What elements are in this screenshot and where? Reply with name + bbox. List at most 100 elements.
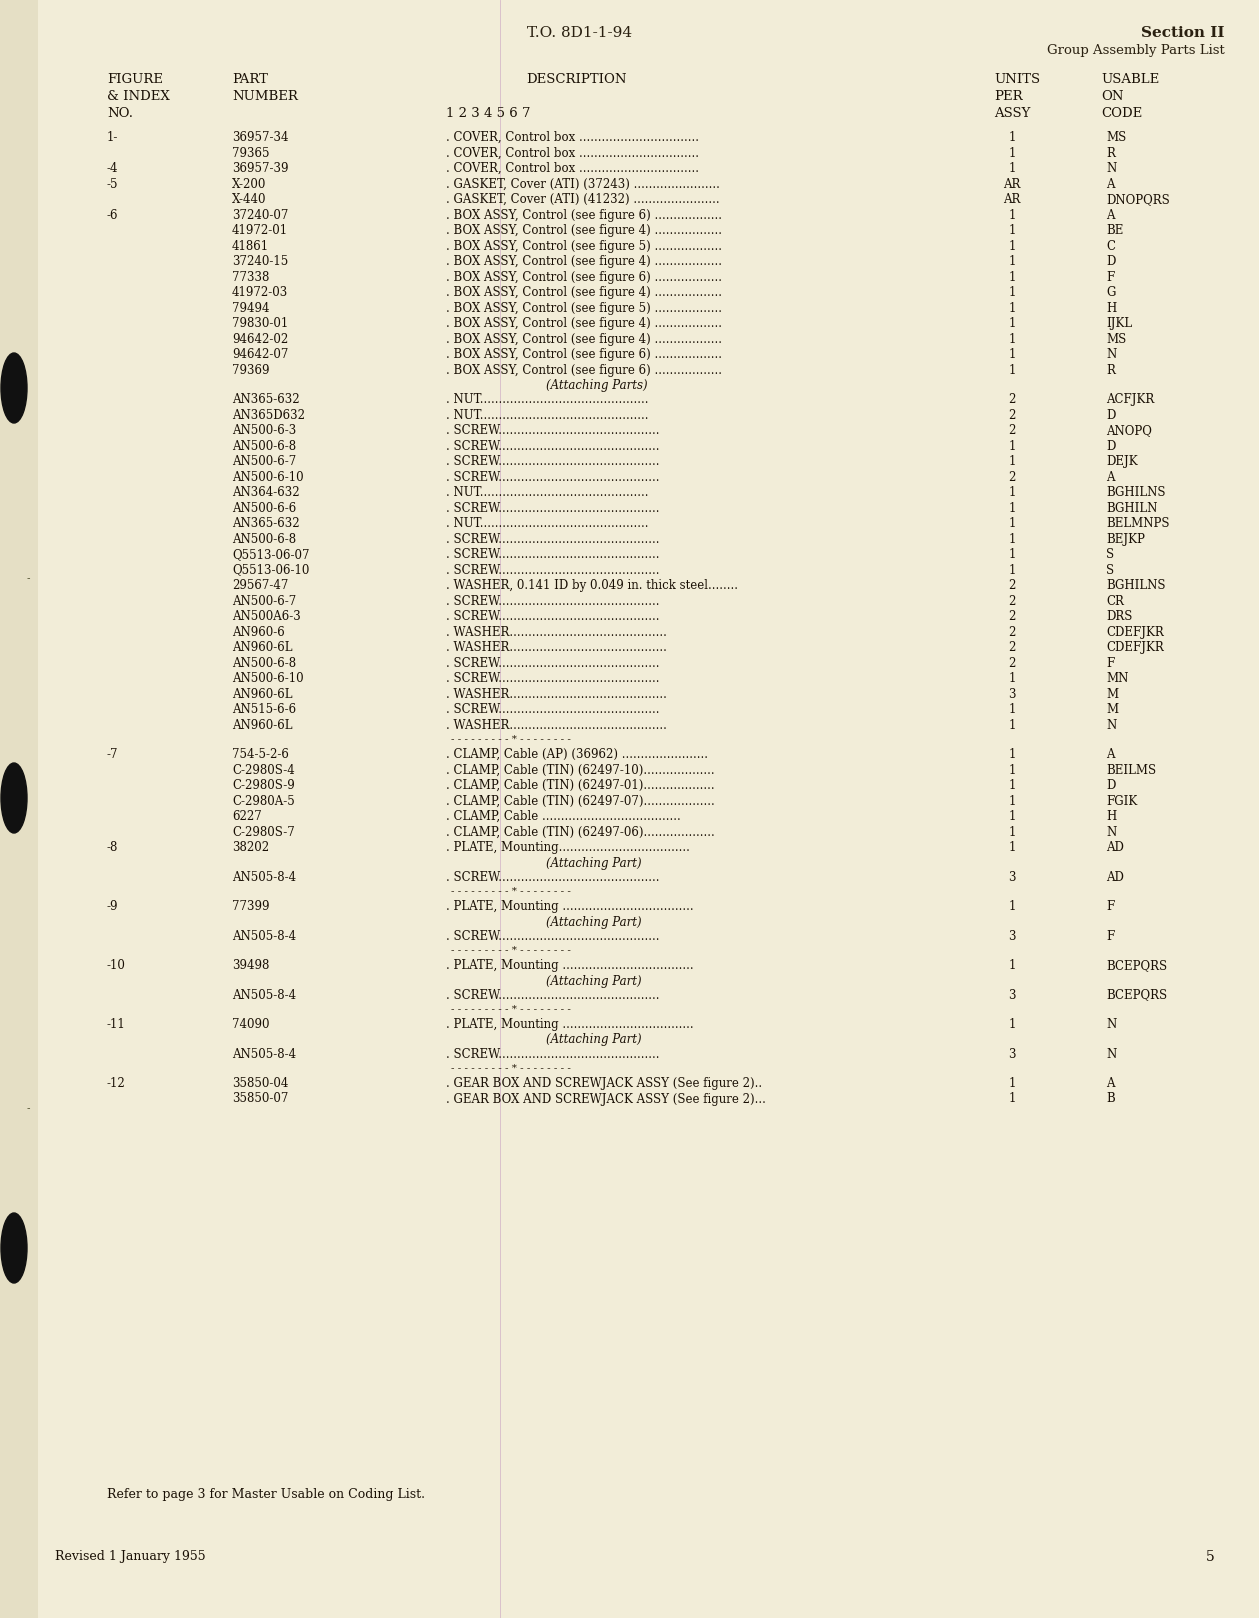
Text: AN500-6-7: AN500-6-7	[232, 594, 296, 607]
Text: . SCREW...........................................: . SCREW.................................…	[446, 424, 660, 437]
Text: -4: -4	[107, 162, 118, 175]
Text: DNOPQRS: DNOPQRS	[1105, 193, 1170, 205]
Text: N: N	[1105, 825, 1117, 838]
Text: BGHILNS: BGHILNS	[1105, 485, 1166, 498]
Text: 94642-07: 94642-07	[232, 348, 288, 361]
Ellipse shape	[1, 353, 26, 422]
Text: 79830-01: 79830-01	[232, 317, 288, 330]
Text: 1: 1	[1008, 718, 1016, 731]
Text: . SCREW...........................................: . SCREW.................................…	[446, 594, 660, 607]
Text: 1: 1	[1008, 485, 1016, 498]
Text: . WASHER..........................................: . WASHER................................…	[446, 641, 667, 654]
Text: . BOX ASSY, Control (see figure 4) ..................: . BOX ASSY, Control (see figure 4) .....…	[446, 286, 721, 299]
Text: N: N	[1105, 718, 1117, 731]
Text: . SCREW...........................................: . SCREW.................................…	[446, 440, 660, 453]
Text: S: S	[1105, 549, 1114, 561]
Text: 1: 1	[1008, 794, 1016, 807]
Text: 79494: 79494	[232, 301, 269, 314]
Text: -11: -11	[107, 1018, 126, 1031]
Text: -5: -5	[107, 178, 118, 191]
Text: 1: 1	[1008, 518, 1016, 531]
Text: . COVER, Control box ................................: . COVER, Control box ...................…	[446, 162, 699, 175]
Text: AN500-6-6: AN500-6-6	[232, 502, 296, 515]
Text: (Attaching Part): (Attaching Part)	[546, 974, 642, 987]
Text: R: R	[1105, 364, 1115, 377]
Text: . NUT.............................................: . NUT...................................…	[446, 408, 648, 422]
Text: AR: AR	[1003, 193, 1021, 205]
Text: 2: 2	[1008, 641, 1016, 654]
Text: AN500-6-10: AN500-6-10	[232, 671, 303, 684]
Text: IJKL: IJKL	[1105, 317, 1132, 330]
Text: F: F	[1105, 929, 1114, 943]
Text: AN364-632: AN364-632	[232, 485, 300, 498]
Text: MS: MS	[1105, 333, 1127, 346]
Text: F: F	[1105, 657, 1114, 670]
Text: AR: AR	[1003, 178, 1021, 191]
Text: CR: CR	[1105, 594, 1124, 607]
Text: . CLAMP, Cable (AP) (36962) .......................: . CLAMP, Cable (AP) (36962) ............…	[446, 748, 708, 760]
Text: Group Assembly Parts List: Group Assembly Parts List	[1047, 44, 1225, 57]
Text: BEILMS: BEILMS	[1105, 764, 1156, 777]
Text: 2: 2	[1008, 424, 1016, 437]
Text: 79369: 79369	[232, 364, 269, 377]
Text: AN500-6-8: AN500-6-8	[232, 532, 296, 545]
Text: . PLATE, Mounting...................................: . PLATE, Mounting.......................…	[446, 841, 690, 854]
Text: NUMBER: NUMBER	[232, 91, 298, 104]
Text: . GEAR BOX AND SCREWJACK ASSY (See figure 2)...: . GEAR BOX AND SCREWJACK ASSY (See figur…	[446, 1092, 765, 1105]
Text: - - - - - - - - - * - - - - - - - -: - - - - - - - - - * - - - - - - - -	[451, 947, 570, 955]
Text: 2: 2	[1008, 626, 1016, 639]
Text: ACFJKR: ACFJKR	[1105, 393, 1155, 406]
Text: X-440: X-440	[232, 193, 267, 205]
Text: . GASKET, Cover (ATI) (37243) .......................: . GASKET, Cover (ATI) (37243) ..........…	[446, 178, 720, 191]
Text: N: N	[1105, 348, 1117, 361]
Text: . SCREW...........................................: . SCREW.................................…	[446, 870, 660, 883]
Text: AN500-6-3: AN500-6-3	[232, 424, 296, 437]
Text: F: F	[1105, 270, 1114, 283]
Text: . WASHER, 0.141 ID by 0.049 in. thick steel........: . WASHER, 0.141 ID by 0.049 in. thick st…	[446, 579, 738, 592]
Text: 1: 1	[1008, 900, 1016, 913]
Text: 1: 1	[1008, 131, 1016, 144]
Text: BCEPQRS: BCEPQRS	[1105, 989, 1167, 1002]
Text: (Attaching Part): (Attaching Part)	[546, 916, 642, 929]
Text: 1: 1	[1008, 1092, 1016, 1105]
Text: 36957-39: 36957-39	[232, 162, 288, 175]
Text: 2: 2	[1008, 594, 1016, 607]
Text: . SCREW...........................................: . SCREW.................................…	[446, 702, 660, 717]
Text: 3: 3	[1008, 929, 1016, 943]
Text: 1: 1	[1008, 162, 1016, 175]
Text: 41972-03: 41972-03	[232, 286, 288, 299]
Text: A: A	[1105, 178, 1114, 191]
Text: . NUT.............................................: . NUT...................................…	[446, 518, 648, 531]
Text: . CLAMP, Cable (TIN) (62497-06)...................: . CLAMP, Cable (TIN) (62497-06).........…	[446, 825, 715, 838]
Text: Q5513-06-10: Q5513-06-10	[232, 563, 310, 576]
Text: AN960-6L: AN960-6L	[232, 718, 292, 731]
Text: BELMNPS: BELMNPS	[1105, 518, 1170, 531]
Text: . NUT.............................................: . NUT...................................…	[446, 393, 648, 406]
Ellipse shape	[1, 764, 26, 833]
Text: AN505-8-4: AN505-8-4	[232, 929, 296, 943]
Text: AN515-6-6: AN515-6-6	[232, 702, 296, 717]
Text: . SCREW...........................................: . SCREW.................................…	[446, 455, 660, 468]
Text: 41972-01: 41972-01	[232, 223, 288, 236]
Text: . SCREW...........................................: . SCREW.................................…	[446, 989, 660, 1002]
Text: 94642-02: 94642-02	[232, 333, 288, 346]
Text: . SCREW...........................................: . SCREW.................................…	[446, 657, 660, 670]
Text: H: H	[1105, 301, 1117, 314]
Text: 1: 1	[1008, 959, 1016, 972]
Text: DEJK: DEJK	[1105, 455, 1138, 468]
Text: 754-5-2-6: 754-5-2-6	[232, 748, 288, 760]
Text: AN960-6: AN960-6	[232, 626, 285, 639]
Text: . COVER, Control box ................................: . COVER, Control box ...................…	[446, 147, 699, 160]
Text: M: M	[1105, 702, 1118, 717]
Text: . BOX ASSY, Control (see figure 4) ..................: . BOX ASSY, Control (see figure 4) .....…	[446, 333, 721, 346]
Text: 38202: 38202	[232, 841, 269, 854]
Text: BCEPQRS: BCEPQRS	[1105, 959, 1167, 972]
Text: N: N	[1105, 162, 1117, 175]
Text: D: D	[1105, 778, 1115, 791]
Text: 1: 1	[1008, 301, 1016, 314]
Text: . PLATE, Mounting ...................................: . PLATE, Mounting ......................…	[446, 1018, 694, 1031]
Text: 1: 1	[1008, 317, 1016, 330]
Text: AN960-6L: AN960-6L	[232, 688, 292, 701]
Text: A: A	[1105, 748, 1114, 760]
Text: PER: PER	[995, 91, 1022, 104]
